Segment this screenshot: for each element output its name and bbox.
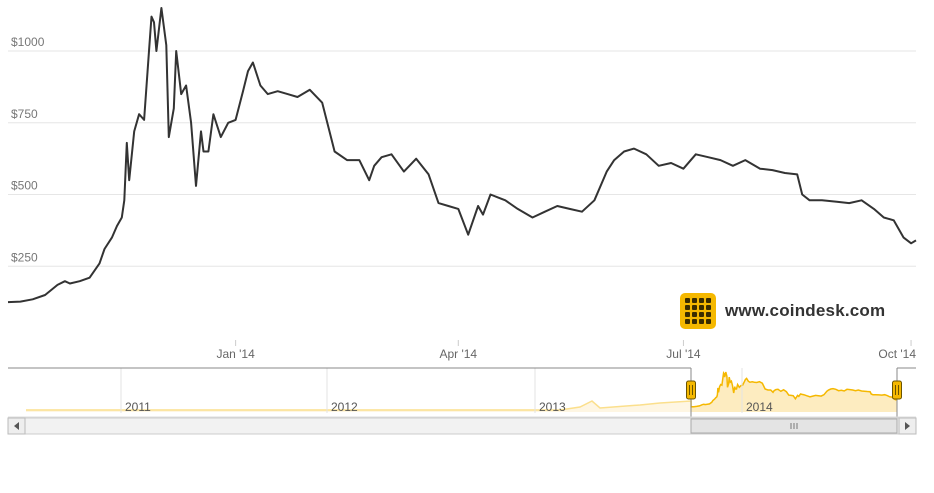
handle-grip[interactable] — [686, 380, 696, 400]
scroll-right-button[interactable] — [898, 417, 917, 435]
coindesk-watermark: www.coindesk.com — [680, 293, 885, 329]
navigator-year-label: 2014 — [746, 400, 773, 414]
y-tick-label: $500 — [11, 179, 38, 193]
navigator-left-handle[interactable] — [686, 380, 696, 400]
range-navigator[interactable]: 2011 2012 2013 2014 — [8, 367, 916, 418]
navigator-year-label: 2013 — [539, 400, 566, 414]
navigator-line — [26, 371, 898, 411]
y-tick-label: $250 — [11, 250, 38, 264]
scroll-left-arrow-icon — [14, 422, 19, 430]
coindesk-logo-icon — [680, 293, 716, 329]
brand-url: www.coindesk.com — [725, 301, 886, 320]
x-tick-label: Oct '14 — [878, 347, 916, 361]
navigator-mask — [8, 368, 691, 413]
navigator-year-label: 2012 — [331, 400, 358, 414]
y-tick-label: $1000 — [11, 35, 45, 49]
x-tick-label: Apr '14 — [439, 347, 477, 361]
price-series-line — [7, 7, 917, 304]
scrollbar-thumb[interactable] — [690, 418, 898, 434]
scroll-right-arrow-icon — [905, 422, 910, 430]
scroll-left-button[interactable] — [7, 417, 26, 435]
navigator-year-label: 2011 — [125, 400, 151, 414]
handle-grip[interactable] — [892, 380, 902, 400]
x-axis: Jan '14 Apr '14 Jul '14 Oct '14 — [216, 340, 916, 361]
navigator-years: 2011 2012 2013 2014 — [120, 368, 773, 414]
x-tick-label: Jul '14 — [666, 347, 701, 361]
y-axis: $250 $500 $750 $1000 — [11, 35, 45, 264]
x-tick-label: Jan '14 — [216, 347, 255, 361]
navigator-scrollbar[interactable] — [7, 417, 917, 435]
y-tick-label: $750 — [11, 107, 38, 121]
grid-lines — [8, 50, 916, 267]
navigator-right-handle[interactable] — [892, 380, 902, 400]
